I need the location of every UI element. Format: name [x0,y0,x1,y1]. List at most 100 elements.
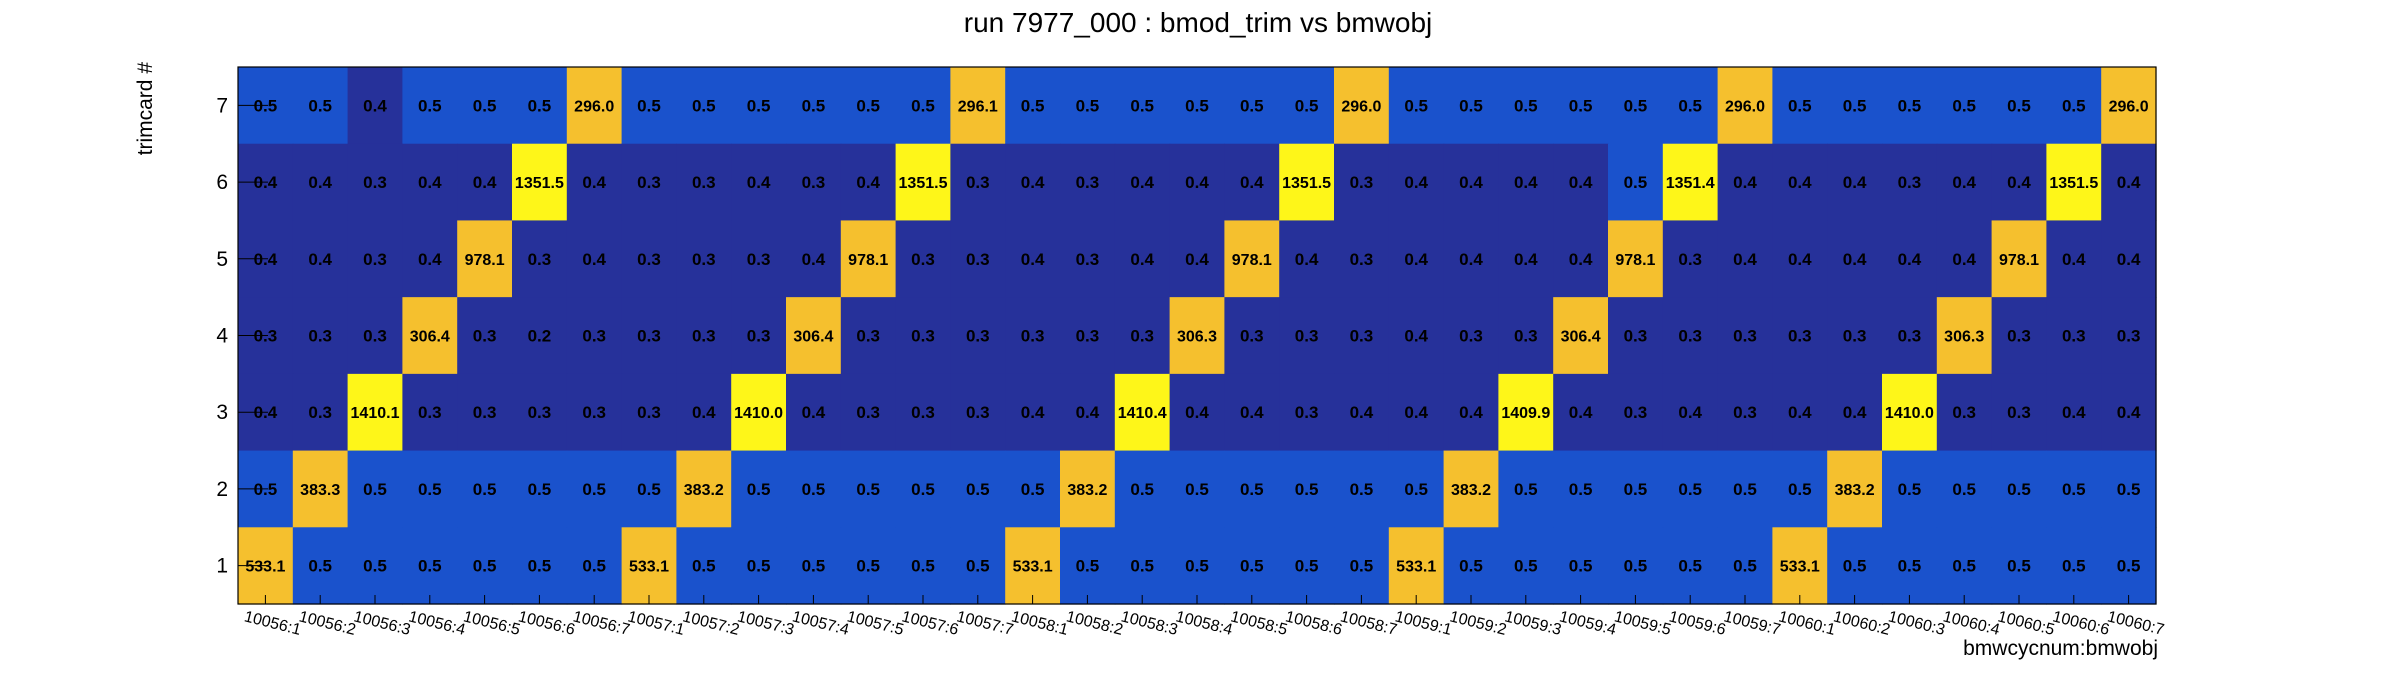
heatmap-cell [621,220,677,298]
cell-value-label: 0.4 [1404,250,1428,269]
cell-value-label: 0.3 [1076,327,1100,346]
cell-value-label: 0.5 [747,480,771,499]
cell-value-label: 0.4 [582,173,606,192]
cell-value-label: 0.4 [1569,173,1593,192]
heatmap-cell [1882,220,1938,298]
heatmap-cell [1827,527,1883,605]
cell-value-label: 0.5 [2007,480,2031,499]
heatmap-cell [292,220,349,298]
cell-value-label: 0.3 [637,173,661,192]
heatmap-cell [1662,67,1719,145]
cell-value-label: 0.3 [637,403,661,422]
heatmap-cell [621,450,677,528]
heatmap-cell [1224,450,1280,528]
cell-value-label: 0.4 [1185,403,1209,422]
cell-value-label: 0.4 [1514,173,1538,192]
heatmap-cell [1882,143,1938,222]
heatmap-cell [1060,450,1116,528]
cell-value-label: 0.5 [473,557,497,576]
cell-value-label: 0.5 [856,480,880,499]
cell-value-label: 0.3 [692,173,716,192]
heatmap-cell [1827,67,1883,145]
cell-value-label: 1351.5 [515,175,564,192]
heatmap-cell [1662,373,1719,452]
heatmap-cell [1005,67,1061,145]
heatmap-cell [1717,67,1773,145]
heatmap-cell [786,220,842,298]
heatmap-cell [347,67,403,145]
cell-value-label: 0.4 [308,250,332,269]
cell-value-label: 0.3 [856,403,880,422]
cell-value-label: 0.5 [1459,96,1483,115]
cell-value-label: 0.5 [528,96,552,115]
cell-value-label: 0.4 [1185,173,1209,192]
cell-value-label: 0.3 [1459,327,1483,346]
heatmap-cell [1882,527,1938,605]
heatmap-cell [1443,373,1499,452]
heatmap-cell [457,527,513,605]
heatmap-cell [1991,373,2047,452]
heatmap-cell [731,67,787,145]
heatmap-cell [1553,373,1609,452]
cell-value-label: 0.5 [1898,480,1922,499]
chart-title: run 7977_000 : bmod_trim vs bmwobj [964,7,1432,38]
cell-value-label: 0.5 [911,96,935,115]
cell-value-label: 0.4 [1185,250,1209,269]
cell-value-label: 0.3 [966,173,990,192]
cell-value-label: 296.0 [2109,98,2149,115]
heatmap-cell [566,67,623,145]
heatmap-cell [1169,297,1225,375]
cell-value-label: 306.3 [1177,329,1217,346]
cell-value-label: 0.5 [1185,480,1209,499]
cell-value-label: 0.5 [2062,557,2086,576]
cell-value-label: 533.1 [1013,559,1053,576]
heatmap-cell [786,143,842,222]
heatmap-cell [1936,143,1993,222]
cell-value-label: 0.4 [1021,250,1045,269]
cell-value-label: 0.5 [1788,480,1812,499]
heatmap-cell [950,373,1006,452]
cell-value-label: 0.4 [1843,173,1867,192]
cell-value-label: 0.4 [1459,250,1483,269]
cell-value-label: 0.5 [1076,557,1100,576]
heatmap-cell [2101,297,2157,375]
heatmap-cell [1717,143,1773,222]
cell-value-label: 0.5 [1021,480,1045,499]
heatmap-cell [1388,67,1445,145]
cell-value-label: 0.4 [363,96,387,115]
heatmap-cell [1224,373,1280,452]
cell-value-label: 0.4 [1350,403,1374,422]
heatmap-cell [1334,67,1390,145]
cell-value-label: 0.3 [802,173,826,192]
heatmap-cell [1169,67,1225,145]
heatmap-cell [512,373,568,452]
heatmap-cell [1334,297,1390,375]
cell-value-label: 0.5 [966,480,990,499]
heatmap-cell [1279,373,1335,452]
cell-value-label: 0.3 [1898,173,1922,192]
heatmap-cell [292,67,349,145]
heatmap-cell [950,450,1006,528]
heatmap-cell [1388,297,1445,375]
cell-value-label: 0.5 [582,557,606,576]
heatmap-cell [292,373,349,452]
cell-value-label: 0.5 [692,96,716,115]
heatmap-cell [1060,297,1116,375]
heatmap-cell [1060,373,1116,452]
cell-value-label: 0.4 [1076,403,1100,422]
cell-value-label: 0.5 [582,480,606,499]
cell-value-label: 0.4 [1898,250,1922,269]
cell-value-label: 0.3 [1240,327,1264,346]
cell-value-label: 0.5 [1733,480,1757,499]
heatmap-cell [786,527,842,605]
heatmap-cell [1498,220,1554,298]
cell-value-label: 0.5 [418,96,442,115]
cell-value-label: 0.4 [1569,250,1593,269]
cell-value-label: 0.4 [1678,403,1702,422]
cell-value-label: 306.4 [410,329,450,346]
cell-value-label: 0.3 [1624,327,1648,346]
cell-value-label: 0.5 [363,480,387,499]
heatmap-cell [840,67,897,145]
heatmap-cell [1991,67,2047,145]
